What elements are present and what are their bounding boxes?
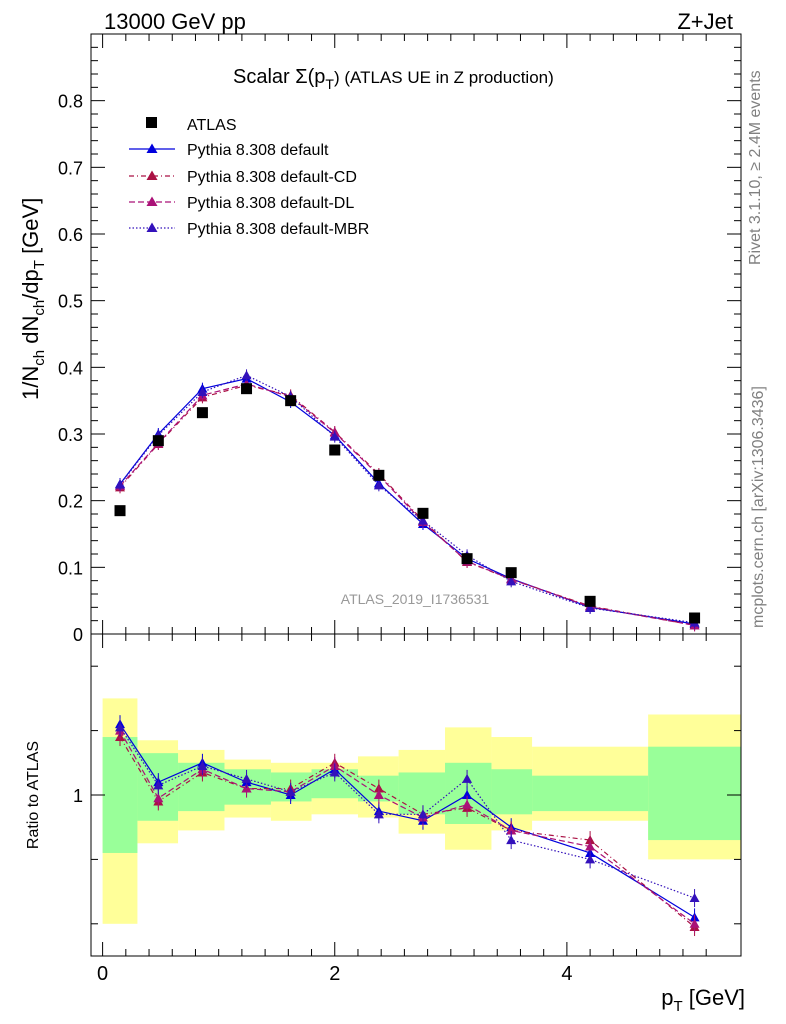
series-point — [585, 603, 596, 612]
y-tick-label: 0.6 — [58, 225, 83, 245]
ratio-point — [241, 783, 252, 793]
main-y-axis-label: 1/Nch dNch/dpT [GeV] — [18, 198, 48, 400]
ratio-panel: 1 0 2 4 Ratio to ATLAS pT [GeV] — [25, 633, 745, 1015]
y-tick-label: 0.1 — [58, 558, 83, 578]
series-point — [241, 370, 252, 380]
y-tick-label: 0 — [73, 625, 83, 645]
y-tick-label: 0.3 — [58, 425, 83, 445]
ratio-point — [585, 854, 596, 864]
ratio-series — [115, 715, 700, 937]
header-process: Z+Jet — [677, 9, 733, 34]
legend-label-default: Pythia 8.308 default — [187, 142, 329, 159]
main-data-points — [114, 383, 701, 624]
series-point — [329, 431, 340, 441]
ratio-y-axis-label: Ratio to ATLAS — [25, 741, 42, 849]
ratio-line-0 — [119, 723, 695, 918]
ratio-line-2 — [119, 730, 695, 925]
legend-label-mbr: Pythia 8.308 default-MBR — [187, 221, 369, 238]
y-tick-label: 0.5 — [58, 292, 83, 312]
legend-marker-cd — [146, 170, 158, 180]
y-tick-label: 0.7 — [58, 158, 83, 178]
main-panel: 0 0.1 0.2 0.3 0.4 0.5 0.6 0.7 0.8 Scalar Σ(pT) (… — [18, 33, 742, 645]
legend-marker-atlas — [146, 117, 157, 128]
ratio-ticks: 1 0 2 4 — [73, 634, 741, 985]
band-inner — [398, 772, 446, 815]
data-point — [417, 507, 429, 519]
mcplots-label: mcplots.cern.ch [arXiv:1306.3436] — [750, 386, 767, 628]
legend-marker-mbr — [146, 222, 158, 232]
band-inner — [532, 775, 649, 812]
data-point — [373, 469, 385, 481]
ratio-point — [153, 780, 164, 790]
x-tick-label: 2 — [329, 963, 340, 985]
band-inner — [491, 769, 533, 815]
ratio-point — [462, 799, 473, 809]
ratio-point — [241, 773, 252, 783]
band-inner — [102, 737, 138, 853]
legend-label-atlas: ATLAS — [187, 117, 237, 134]
series-point — [506, 576, 517, 586]
data-point — [689, 612, 701, 624]
ratio-point — [197, 761, 208, 771]
ratio-point — [585, 841, 596, 851]
ratio-y-tick-label: 1 — [73, 786, 83, 806]
series-point — [417, 515, 428, 525]
ratio-point — [462, 790, 473, 799]
legend-marker-dl — [146, 196, 158, 206]
y-tick-label: 0.8 — [58, 92, 83, 112]
ratio-point — [285, 786, 296, 796]
band-inner — [648, 746, 741, 841]
ratio-point — [506, 825, 517, 835]
header-energy: 13000 GeV pp — [104, 9, 246, 34]
series-point — [373, 480, 384, 490]
data-point — [584, 595, 596, 607]
series-line-2 — [119, 383, 695, 626]
ratio-point — [689, 893, 700, 903]
rivet-label: Rivet 3.1.10, ≥ 2.4M events — [747, 70, 764, 265]
legend-label-cd: Pythia 8.308 default-CD — [187, 169, 357, 186]
data-point — [152, 435, 164, 447]
ratio-point — [373, 790, 384, 799]
data-point — [285, 395, 297, 407]
x-tick-label: 0 — [97, 963, 108, 985]
ratio-point — [153, 793, 164, 803]
x-axis-label: pT [GeV] — [661, 985, 745, 1015]
ratio-bands — [102, 698, 741, 924]
data-point — [241, 383, 253, 395]
chart-title: Scalar Σ(pT) (ATLAS UE in Z production) — [233, 66, 554, 92]
ratio-point — [689, 918, 700, 928]
series-point — [197, 387, 208, 396]
x-tick-label: 4 — [561, 963, 572, 985]
ratio-point — [417, 809, 428, 819]
data-point — [505, 567, 517, 579]
data-point — [114, 505, 126, 517]
data-point — [461, 553, 473, 565]
ratio-point — [506, 835, 517, 845]
legend: ATLAS Pythia 8.308 default Pythia 8.308 … — [129, 117, 369, 238]
series-point — [115, 479, 126, 489]
main-y-ticks: 0 0.1 0.2 0.3 0.4 0.5 0.6 0.7 0.8 — [58, 34, 741, 645]
data-point — [329, 444, 341, 456]
legend-label-dl: Pythia 8.308 default-DL — [187, 195, 354, 212]
ratio-point — [115, 722, 126, 732]
data-point — [196, 407, 208, 419]
series-line-3 — [119, 374, 695, 624]
ratio-point — [462, 773, 473, 783]
analysis-watermark: ATLAS_2019_I1736531 — [341, 591, 490, 607]
y-tick-label: 0.4 — [58, 358, 83, 378]
ratio-line-3 — [119, 727, 695, 899]
ratio-point — [329, 767, 340, 777]
legend-marker-default — [146, 143, 158, 153]
y-tick-label: 0.2 — [58, 492, 83, 512]
ratio-point — [373, 809, 384, 819]
